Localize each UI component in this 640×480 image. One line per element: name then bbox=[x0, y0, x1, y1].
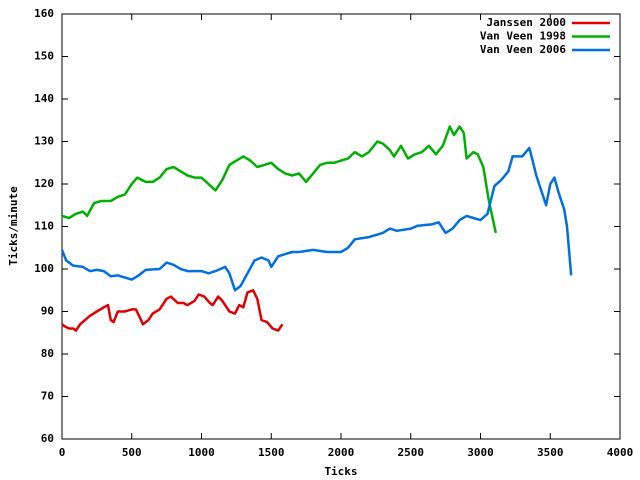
y-tick-label: 100 bbox=[34, 262, 54, 275]
y-tick-label: 70 bbox=[41, 390, 54, 403]
data-line bbox=[61, 289, 284, 332]
data-line bbox=[60, 146, 573, 292]
plot-frame bbox=[61, 13, 621, 440]
y-tick-label: 140 bbox=[34, 92, 54, 105]
x-tick-label: 0 bbox=[59, 446, 66, 459]
x-tick-label: 2500 bbox=[398, 446, 425, 459]
data-line bbox=[61, 125, 498, 234]
x-tick-label: 4000 bbox=[607, 446, 634, 459]
y-tick-label: 120 bbox=[34, 177, 54, 190]
legend-label: Van Veen 1998 bbox=[480, 30, 566, 43]
y-tick-label: 150 bbox=[34, 50, 54, 63]
x-tick-label: 3500 bbox=[537, 446, 564, 459]
x-tick-label: 2000 bbox=[328, 446, 355, 459]
y-tick-label: 130 bbox=[34, 135, 54, 148]
y-axis-label: Ticks/minute bbox=[7, 186, 20, 266]
y-tick-label: 110 bbox=[34, 220, 54, 233]
x-tick-label: 1000 bbox=[188, 446, 215, 459]
y-tick-label: 160 bbox=[34, 7, 54, 20]
x-axis-label: Ticks bbox=[324, 465, 357, 478]
y-tick-label: 80 bbox=[41, 347, 54, 360]
y-tick-label: 90 bbox=[41, 305, 54, 318]
legend-label: Janssen 2000 bbox=[487, 16, 566, 29]
y-tick-label: 60 bbox=[41, 432, 54, 445]
x-tick-label: 500 bbox=[122, 446, 142, 459]
x-tick-label: 3000 bbox=[467, 446, 494, 459]
legend-label: Van Veen 2006 bbox=[480, 43, 566, 56]
x-tick-label: 1500 bbox=[258, 446, 285, 459]
